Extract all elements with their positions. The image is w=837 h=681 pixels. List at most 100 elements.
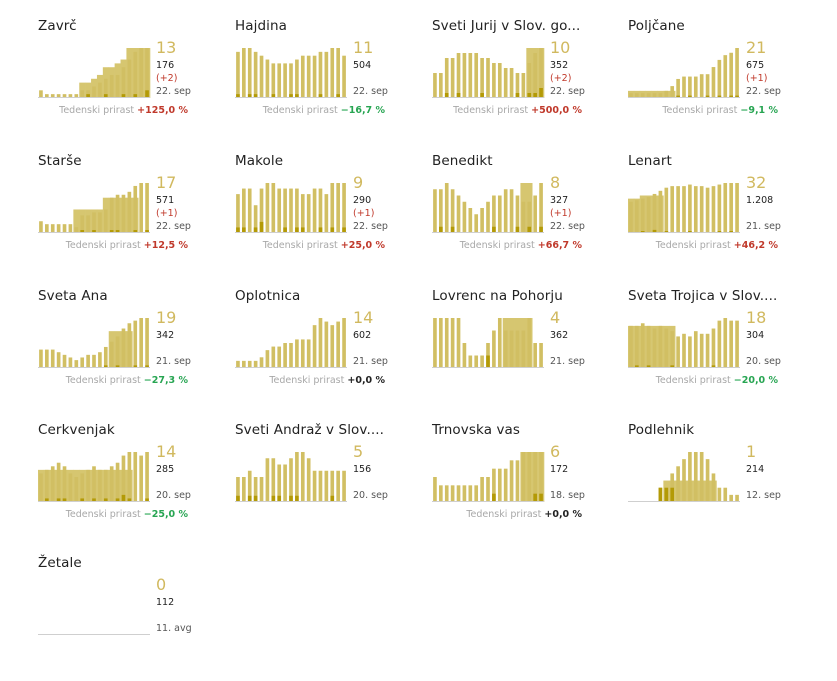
bar: [62, 94, 67, 98]
bar: [133, 185, 138, 233]
bar: [300, 55, 305, 98]
bar: [480, 58, 484, 98]
municipality-card[interactable]: Sveti Jurij v Slov. go... 10 352 (+2) 22. se…: [432, 18, 622, 144]
bar: [306, 194, 311, 233]
municipality-card[interactable]: Lenart 32 1.208 21. sep Tedenski prirast +46,…: [628, 153, 818, 279]
municipality-card[interactable]: Lovrenc na Pohorju 4 362 21. sep: [432, 288, 622, 414]
bar: [646, 325, 651, 368]
bar: [103, 78, 108, 98]
weekly-growth-value: −25,0 %: [143, 509, 188, 520]
municipality-card[interactable]: Sveta Trojica v Slov.... 18 304 20. sep Tede…: [628, 288, 818, 414]
new-cases-bar: [271, 495, 276, 502]
bar: [80, 357, 85, 368]
sparkline-chart: [628, 183, 740, 234]
municipality-card[interactable]: Oplotnica 14 602 21. sep Tedenski prirast +0,…: [235, 288, 425, 414]
new-cases-bar: [688, 95, 692, 98]
total-cases: 112: [156, 597, 175, 608]
bar: [729, 183, 733, 233]
bar: [521, 452, 526, 502]
bar: [664, 90, 669, 98]
daily-delta: (+1): [156, 208, 178, 219]
new-cases-bar: [705, 95, 710, 98]
municipality-card[interactable]: Sveta Ana 19 342 21. sep Tedenski prirast −27…: [38, 288, 228, 414]
municipality-card[interactable]: Makole 9 290 (+1) 22. sep Tedenski prirast +25…: [235, 153, 425, 279]
sparkline-chart: [628, 48, 740, 98]
bar: [127, 191, 132, 233]
bar: [242, 477, 246, 502]
area-segment: [73, 209, 80, 233]
municipality-card[interactable]: Hajdina 11 504 22. sep Tedenski prirast −16,7…: [235, 18, 425, 144]
active-cases-number: 5: [353, 442, 364, 461]
weekly-growth-value: −16,7 %: [340, 105, 385, 116]
total-cases: 176: [156, 60, 175, 71]
bar: [635, 200, 639, 233]
new-cases-bar: [242, 227, 246, 233]
weekly-growth: Tedenski prirast −25,0 %: [66, 509, 188, 520]
new-cases-bar: [253, 227, 258, 233]
new-cases-bar: [109, 230, 114, 233]
bar: [503, 68, 508, 98]
bar: [92, 212, 96, 233]
bar: [103, 209, 108, 233]
municipality-card[interactable]: Cerkvenjak 14 285 20. sep Tedenski prirast −2…: [38, 422, 228, 548]
bar: [121, 455, 126, 502]
bar: [474, 214, 479, 233]
sparkline-chart: [235, 48, 347, 98]
bar: [664, 328, 669, 368]
bar: [289, 188, 293, 233]
bar: [45, 94, 49, 98]
municipality-card[interactable]: Starše 17 571 (+1) 22. sep Tedenski prirast +1…: [38, 153, 228, 279]
new-cases-bar: [253, 495, 258, 502]
bar: [629, 93, 633, 98]
bar: [699, 186, 704, 234]
bar: [521, 201, 526, 233]
weekly-growth: Tedenski prirast +25,0 %: [263, 240, 385, 251]
bar: [474, 355, 479, 368]
bar: [318, 470, 323, 502]
bar: [80, 90, 85, 98]
new-cases-bar: [145, 365, 149, 368]
weekly-growth-label: Tedenski prirast: [459, 240, 535, 251]
municipality-card[interactable]: Zavrč 13 176 (+2) 22. sep Tedenski prirast +12…: [38, 18, 228, 144]
bar: [486, 201, 490, 233]
bar: [145, 318, 149, 368]
bar: [50, 349, 55, 368]
weekly-growth-label: Tedenski prirast: [269, 375, 345, 386]
update-date: 18. sep: [550, 490, 585, 501]
bar: [86, 469, 90, 502]
bar: [39, 90, 43, 98]
bar: [509, 189, 514, 233]
bar: [521, 73, 526, 98]
bar: [74, 360, 79, 368]
update-date: 20. sep: [156, 490, 191, 501]
bar: [658, 190, 663, 233]
bar: [735, 48, 739, 98]
municipality-card[interactable]: Sveti Andraž v Slov.... 5 156 20. sep: [235, 422, 425, 548]
bar: [717, 487, 722, 502]
area-segment: [85, 82, 92, 98]
bar: [456, 53, 461, 98]
municipality-name: Sveta Trojica v Slov....: [628, 288, 778, 304]
municipality-card[interactable]: Poljčane 21 675 (+1) 22. sep Tedenski prirast…: [628, 18, 818, 144]
new-cases-bar: [444, 93, 449, 98]
new-cases-bar: [80, 230, 85, 233]
municipality-card[interactable]: Trnovska vas 6 172 18. sep Tedenski prirast +…: [432, 422, 622, 548]
weekly-growth-value: −20,0 %: [733, 375, 778, 386]
municipality-card[interactable]: Žetale 0 112 11. avg: [38, 555, 228, 681]
bar: [456, 485, 461, 502]
bar: [717, 59, 722, 98]
bar: [676, 186, 680, 234]
bar: [729, 52, 733, 98]
bar: [236, 477, 240, 502]
new-cases-bar: [56, 498, 61, 502]
bar: [439, 318, 443, 368]
municipality-card[interactable]: Benedikt 8 327 (+1) 22. sep Tedenski prirast +…: [432, 153, 622, 279]
bar: [236, 360, 240, 368]
weekly-growth-label: Tedenski prirast: [65, 375, 141, 386]
bar: [247, 188, 252, 233]
bar: [133, 452, 138, 502]
bar: [295, 59, 299, 98]
municipality-card[interactable]: Podlehnik 1 214 12. sep: [628, 422, 818, 548]
update-date: 21. sep: [746, 221, 781, 232]
active-cases-number: 14: [156, 442, 177, 461]
